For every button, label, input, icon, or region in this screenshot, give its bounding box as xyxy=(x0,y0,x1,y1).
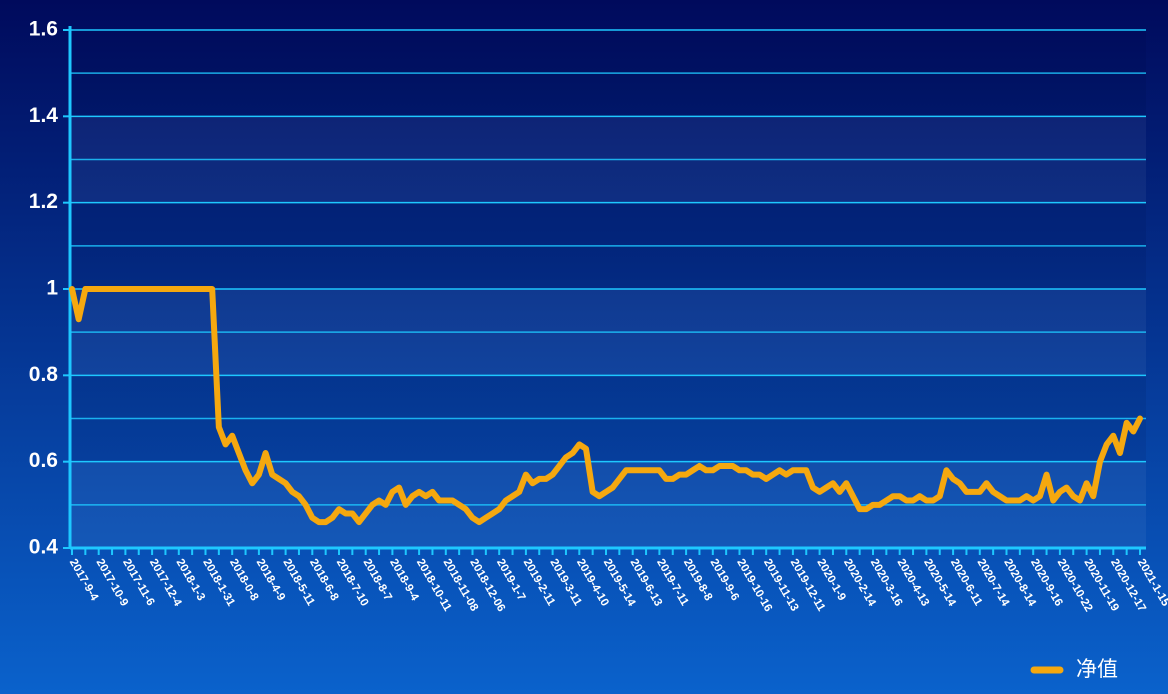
y-tick-label: 1.2 xyxy=(29,190,58,213)
y-tick-label: 0.8 xyxy=(29,363,59,386)
data-line xyxy=(69,286,1143,526)
y-tick-label: 1 xyxy=(46,277,58,300)
y-tick-label: 1.4 xyxy=(29,104,59,127)
y-tick-label: 0.4 xyxy=(29,536,59,559)
legend-label: 净值 xyxy=(1076,657,1118,681)
y-tick-label: 0.6 xyxy=(29,449,58,472)
y-tick-label: 1.6 xyxy=(29,18,58,41)
